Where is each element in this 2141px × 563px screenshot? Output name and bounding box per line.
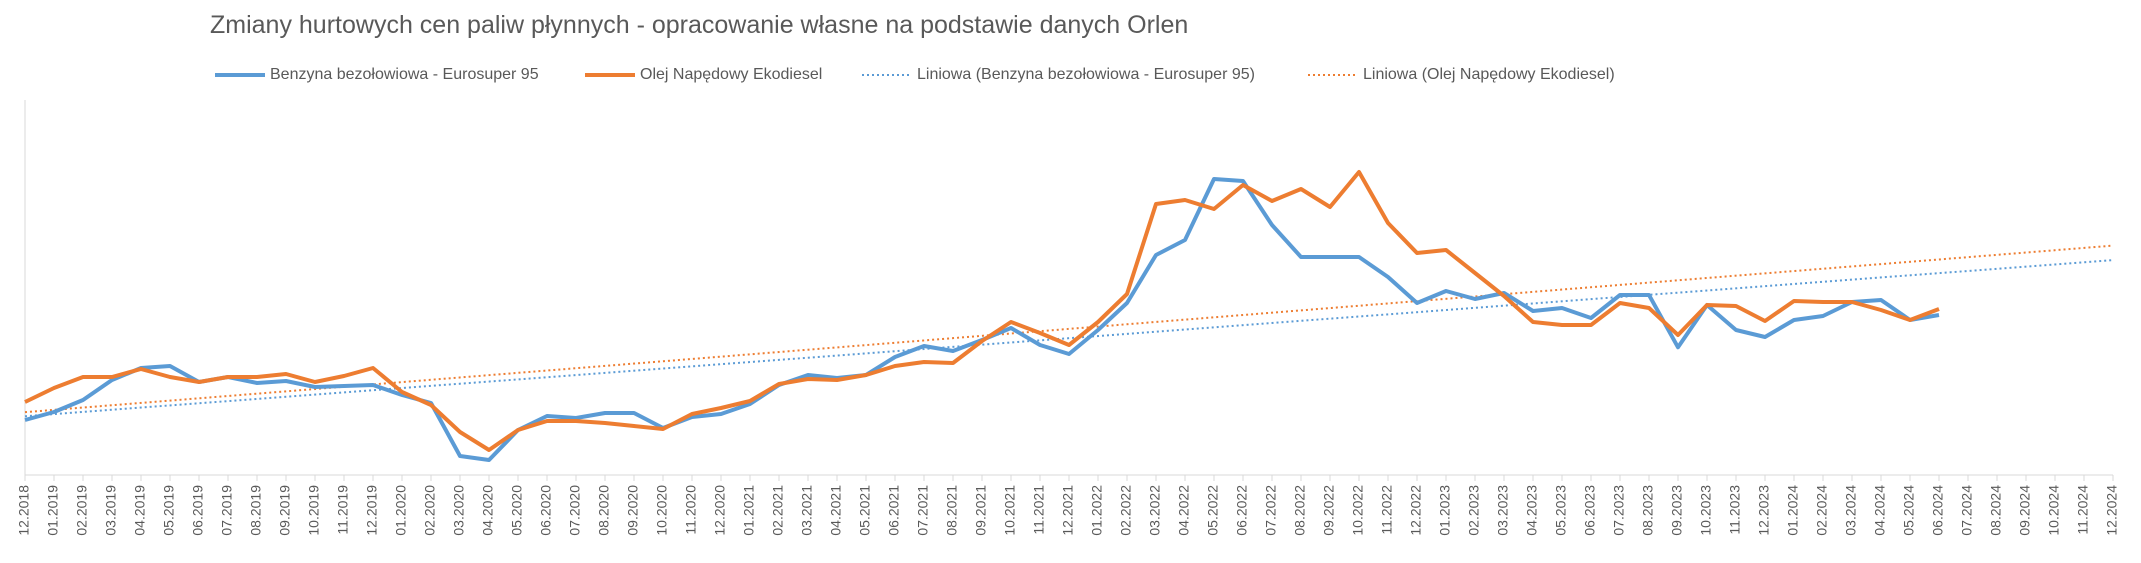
series-line [24,177,1940,462]
x-tick-label: 01.2019 [45,485,61,536]
x-tick-label: 05.2021 [857,485,873,536]
x-tick-label: 04.2020 [480,485,496,536]
x-tick-label: 12.2022 [1408,485,1424,536]
x-tick-label: 06.2021 [886,485,902,536]
x-tick-label: 12.2020 [712,485,728,536]
x-tick-label: 11.2023 [1727,485,1743,535]
x-tick-label: 04.2021 [828,485,844,536]
x-tick-label: 08.2023 [1640,485,1656,536]
x-tick-label: 12.2023 [1756,485,1772,536]
x-tick-label: 07.2024 [1959,485,1975,536]
x-tick-label: 01.2021 [741,485,757,536]
x-tick-label: 02.2019 [74,485,90,536]
x-tick-label: 10.2024 [2046,485,2062,536]
x-tick-label: 08.2020 [596,485,612,536]
trendline [24,244,2114,414]
x-tick-label: 06.2024 [1930,485,1946,536]
x-tick-label: 12.2018 [16,485,32,536]
x-tick-label: 04.2022 [1176,485,1192,536]
x-tick-label: 02.2024 [1814,485,1830,536]
x-tick-label: 03.2024 [1843,485,1859,536]
x-tick-label: 05.2020 [509,485,525,536]
trendline [24,259,2114,418]
x-tick-label: 09.2023 [1669,485,1685,536]
x-tick-label: 01.2024 [1785,485,1801,536]
x-tick-label: 10.2022 [1350,485,1366,536]
x-tick-label: 01.2022 [1089,485,1105,536]
x-tick-label: 05.2023 [1553,485,1569,536]
x-tick-label: 10.2023 [1698,485,1714,536]
series-line [24,170,1940,452]
x-tick-label: 11.2022 [1379,485,1395,535]
x-tick-label: 04.2023 [1524,485,1540,536]
x-tick-label: 02.2021 [770,485,786,536]
x-tick-label: 06.2019 [190,485,206,536]
x-tick-label: 09.2019 [277,485,293,536]
x-tick-label: 08.2022 [1292,485,1308,536]
x-tick-label: 10.2019 [306,485,322,536]
x-tick-label: 05.2024 [1901,485,1917,536]
legend-label: Benzyna bezołowiowa - Eurosuper 95 [270,66,539,83]
x-tick-label: 03.2022 [1147,485,1163,536]
x-tick-label: 05.2022 [1205,485,1221,536]
x-tick-label: 11.2019 [335,485,351,535]
x-tick-label: 03.2020 [451,485,467,536]
x-tick-label: 04.2019 [132,485,148,536]
x-tick-label: 08.2019 [248,485,264,536]
x-tick-label: 06.2020 [538,485,554,536]
x-tick-label: 02.2023 [1466,485,1482,536]
legend-label: Liniowa (Olej Napędowy Ekodiesel) [1363,66,1615,83]
x-tick-label: 06.2023 [1582,485,1598,536]
chart-title: Zmiany hurtowych cen paliw płynnych - op… [210,11,1188,39]
x-tick-label: 09.2021 [973,485,989,536]
x-tick-label: 03.2019 [103,485,119,536]
x-tick-label: 03.2023 [1495,485,1511,536]
x-tick-label: 08.2021 [944,485,960,536]
x-tick-label: 11.2021 [1031,485,1047,535]
x-tick-label: 07.2023 [1611,485,1627,536]
x-tick-label: 10.2020 [654,485,670,536]
x-tick-label: 02.2022 [1118,485,1134,536]
x-tick-label: 11.2024 [2075,485,2091,535]
x-tick-label: 01.2023 [1437,485,1453,536]
x-tick-label: 07.2022 [1263,485,1279,536]
x-tick-label: 07.2020 [567,485,583,536]
x-tick-label: 12.2021 [1060,485,1076,536]
x-tick-label: 09.2024 [2017,485,2033,536]
x-tick-label: 09.2022 [1321,485,1337,536]
x-tick-label: 07.2019 [219,485,235,536]
x-tick-label: 03.2021 [799,485,815,536]
x-tick-label: 06.2022 [1234,485,1250,536]
x-tick-label: 07.2021 [915,485,931,536]
x-tick-label: 08.2024 [1988,485,2004,536]
x-tick-label: 05.2019 [161,485,177,536]
x-tick-label: 02.2020 [422,485,438,536]
x-tick-label: 09.2020 [625,485,641,536]
x-tick-label: 04.2024 [1872,485,1888,536]
x-tick-label: 10.2021 [1002,485,1018,536]
legend-label: Olej Napędowy Ekodiesel [640,66,822,83]
x-tick-label: 12.2019 [364,485,380,536]
x-tick-label: 12.2024 [2104,485,2120,536]
legend-label: Liniowa (Benzyna bezołowiowa - Eurosuper… [917,66,1255,83]
x-tick-label: 01.2020 [393,485,409,536]
x-tick-label: 11.2020 [683,485,699,535]
